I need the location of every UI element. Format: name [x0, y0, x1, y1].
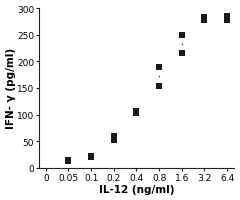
Point	[157, 85, 161, 88]
Point	[157, 66, 161, 69]
Point	[203, 20, 206, 23]
Point	[66, 158, 70, 162]
Point	[112, 135, 116, 138]
X-axis label: IL-12 (ng/ml): IL-12 (ng/ml)	[99, 185, 174, 194]
Point	[134, 111, 138, 114]
Point	[89, 154, 93, 157]
Point	[157, 75, 161, 79]
Point	[112, 137, 116, 140]
Point	[225, 19, 229, 22]
Point	[66, 159, 70, 162]
Point	[225, 17, 229, 20]
Point	[225, 15, 229, 19]
Point	[203, 18, 206, 21]
Point	[112, 139, 116, 142]
Point	[180, 52, 184, 56]
Point	[134, 112, 138, 115]
Point	[89, 155, 93, 158]
Point	[89, 156, 93, 159]
Point	[180, 34, 184, 37]
Y-axis label: IFN- γ (pg/ml): IFN- γ (pg/ml)	[6, 48, 16, 129]
Point	[180, 43, 184, 46]
Point	[66, 160, 70, 163]
Point	[203, 16, 206, 20]
Point	[134, 110, 138, 113]
